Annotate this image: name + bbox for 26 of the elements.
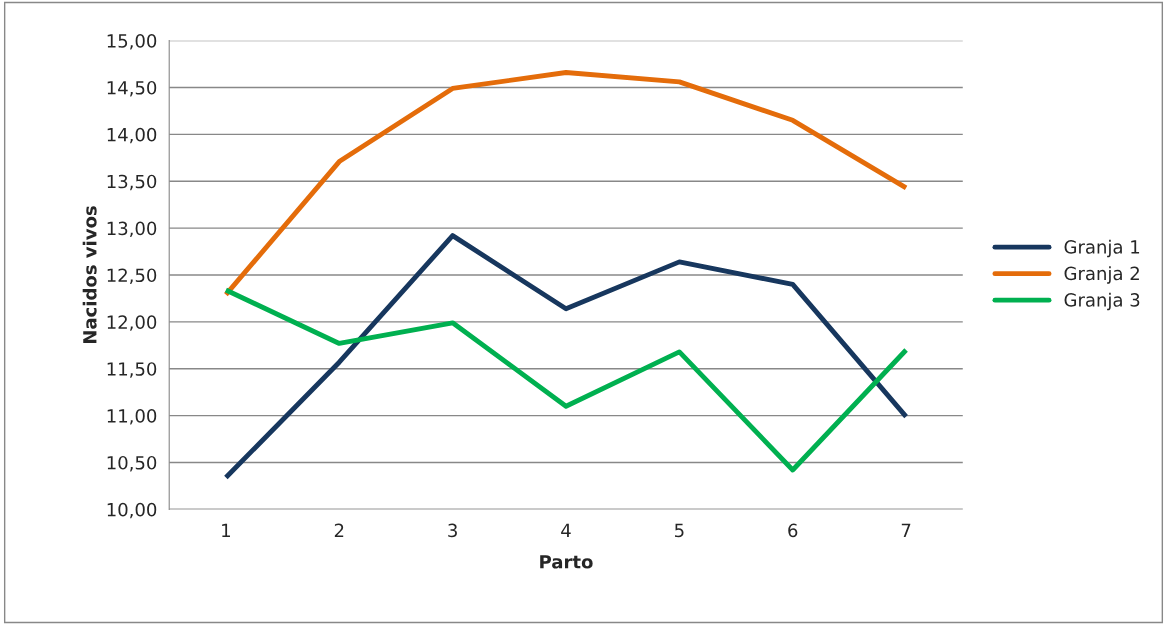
y-tick-label: 15,00 (107, 34, 157, 50)
y-tick-label: 12,50 (107, 268, 157, 284)
y-tick-label: 13,50 (107, 174, 157, 191)
legend-label: Granja 1 (1064, 239, 1140, 258)
y-tick-label: 11,00 (107, 409, 157, 425)
x-tick-label: 3 (448, 523, 457, 538)
y-axis-title: Nacidos vivos (82, 206, 97, 344)
line-series (223, 70, 909, 298)
x-tick-label: 5 (675, 523, 684, 538)
x-tick-label: 1 (222, 523, 230, 537)
x-axis-title: Parto (540, 555, 593, 569)
y-tick-label: 14,00 (107, 127, 157, 144)
y-tick-label: 10,00 (107, 502, 157, 519)
y-tick-label: 10,50 (107, 455, 157, 472)
legend-label: Granja 3 (1064, 292, 1140, 311)
y-tick-label: 14,50 (107, 80, 157, 97)
y-tick-label: 13,00 (107, 221, 157, 238)
line-series (223, 233, 909, 480)
x-tick-label: 6 (788, 523, 798, 538)
y-tick-label: 11,50 (107, 362, 157, 378)
legend-label: Granja 2 (1064, 266, 1139, 284)
x-tick-label: 2 (334, 523, 344, 537)
y-tick-label: 12,00 (107, 315, 157, 331)
line-series (223, 287, 909, 473)
x-tick-label: 7 (901, 523, 911, 537)
x-tick-label: 4 (561, 523, 571, 537)
